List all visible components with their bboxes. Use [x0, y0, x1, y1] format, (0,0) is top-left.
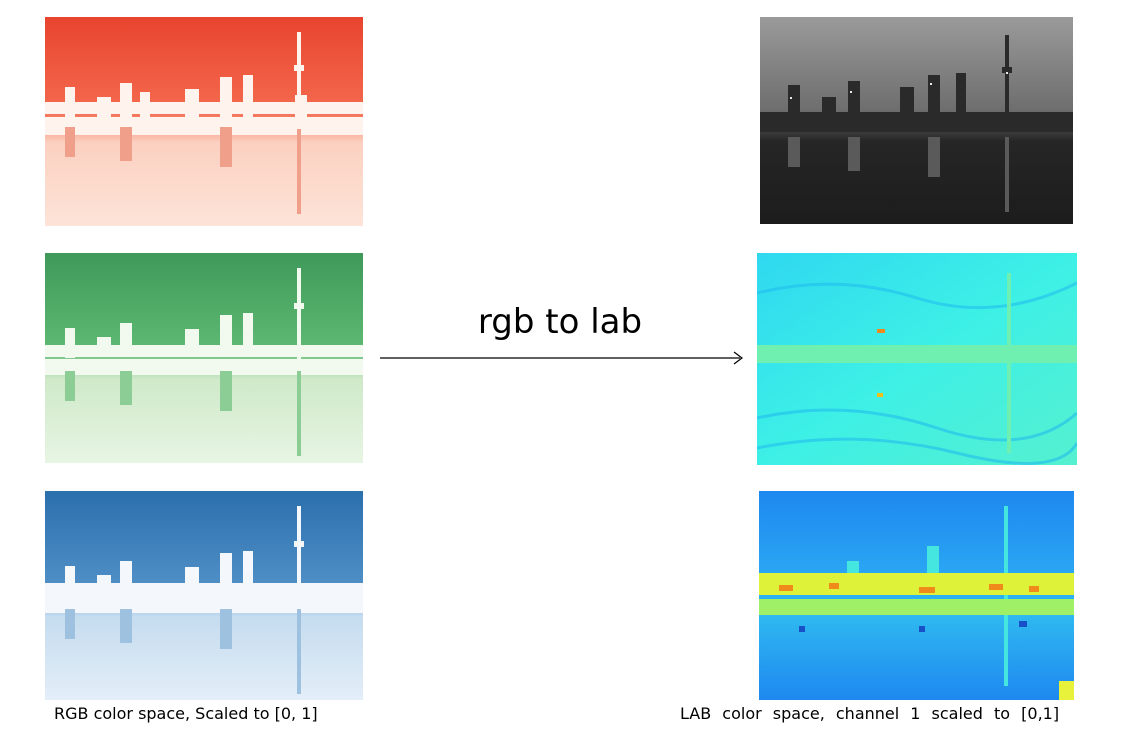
red-channel-image [45, 17, 363, 226]
green-channel-image [45, 253, 363, 463]
rgb-caption: RGB color space, Scaled to [0, 1] [54, 704, 318, 723]
lab-channel-0-image [760, 17, 1073, 224]
lab-channel-2-image [759, 491, 1074, 700]
transform-arrow [380, 351, 743, 365]
blue-channel-image [45, 491, 363, 700]
lab-caption: LAB color space, channel 1 scaled to [0,… [680, 704, 1060, 723]
arrow-label: rgb to lab [477, 302, 643, 342]
lab-channel-1-image [757, 253, 1077, 465]
